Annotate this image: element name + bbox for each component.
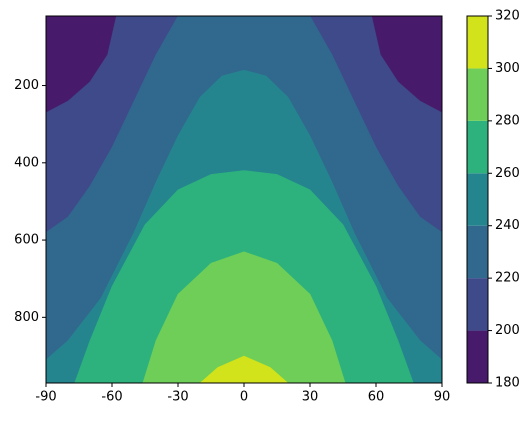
colorbar-band [467, 68, 488, 121]
x-tick-label: 60 [368, 390, 385, 405]
x-tick-label: 0 [240, 390, 248, 405]
colorbar-tick-label: 280 [495, 113, 520, 128]
x-tick-label: -60 [101, 390, 122, 405]
colorbar-tick-label: 300 [495, 61, 520, 76]
colorbar-tick-label: 220 [495, 271, 520, 286]
y-tick-label: 800 [14, 310, 39, 325]
colorbar-tick-label: 180 [495, 376, 520, 391]
colorbar-band [467, 278, 488, 331]
colorbar-tick-label: 260 [495, 166, 520, 181]
y-tick-label: 200 [14, 78, 39, 93]
x-tick-label: 90 [434, 390, 451, 405]
x-tick-label: -90 [35, 390, 56, 405]
colorbar-band [467, 330, 488, 383]
colorbar-tick-label: 240 [495, 218, 520, 233]
colorbar-frame [466, 15, 489, 384]
y-tick-label: 600 [14, 233, 39, 248]
y-tick-label: 400 [14, 155, 39, 170]
x-tick-label: -30 [167, 390, 188, 405]
plot-area [45, 15, 443, 384]
colorbar [467, 16, 488, 383]
colorbar-band [467, 16, 488, 69]
colorbar-tick-label: 320 [495, 9, 520, 24]
x-tick-label: 30 [302, 390, 319, 405]
contour-region [142, 251, 346, 384]
colorbar-tick-label: 200 [495, 323, 520, 338]
colorbar-band [467, 225, 488, 279]
colorbar-band [467, 120, 488, 174]
colorbar-band [467, 173, 488, 226]
